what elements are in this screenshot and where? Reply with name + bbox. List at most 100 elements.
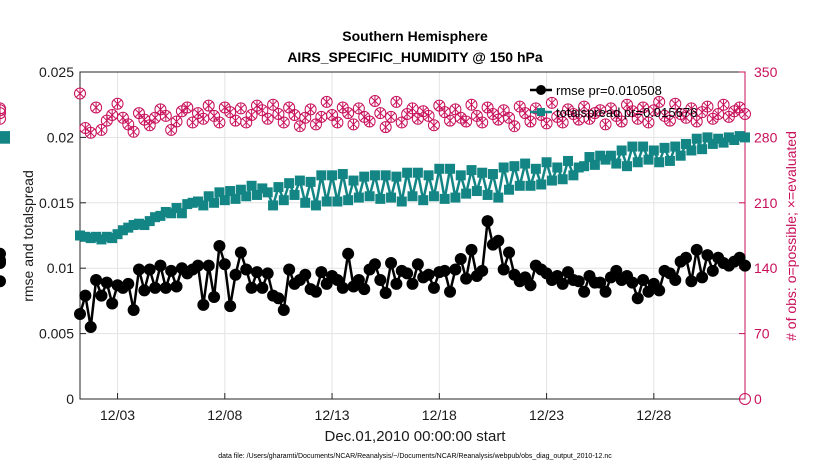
obs-evaluated-point [681,112,691,123]
obs-evaluated-point [719,99,728,110]
y-tick-label: 0.015 [39,195,74,211]
obs-possible-point [653,95,666,108]
totalspread-point [273,182,284,193]
rmse-point [438,264,451,277]
totalspread-point [632,157,643,168]
totalspread-point [198,200,209,211]
totalspread-point [241,191,252,202]
obs-evaluated-point [493,114,503,125]
totalspread-point [605,150,616,161]
totalspread-point [428,191,439,202]
rmse-point [626,276,639,289]
rmse-point [90,273,103,286]
obs-evaluated-point [504,112,514,123]
totalspread-point [407,191,418,202]
totalspread-point [713,133,724,144]
totalspread-point [702,132,713,143]
rmse-point [411,258,424,271]
x-tick-label: 12/28 [636,407,671,423]
rmse-point [599,285,612,298]
totalspread-point [278,195,289,206]
obs-possible-point [690,115,703,128]
legend-label-rmse: rmse pr=0.010508 [556,83,662,98]
obs-possible-point [261,112,274,125]
totalspread-point [659,142,670,153]
totalspread-point [423,170,434,181]
series-line-totalspread [79,134,746,241]
totalspread-point [697,144,708,155]
series-layer [0,87,751,405]
obs-evaluated-point [365,116,374,127]
rmse-point [390,277,403,290]
rmse-point [406,277,419,290]
obs-evaluated-point [215,117,224,128]
obs-possible-point [503,111,516,124]
rmse-point [465,243,478,256]
obs-zero-marker [739,393,751,405]
totalspread-point [584,152,595,163]
totalspread-point [219,195,230,206]
rmse-point [315,266,328,279]
obs-possible-point [615,115,628,128]
totalspread-point [380,170,391,181]
obs-possible-point [379,121,392,134]
obs-evaluated-point [166,124,176,135]
totalspread-point [139,220,150,231]
obs-possible-point [556,116,569,129]
x-tick-label: 12/03 [100,407,135,423]
obs-possible-point [304,103,317,116]
totalspread-point [504,184,515,195]
obs-evaluated-point [284,102,294,113]
obs-evaluated-point [633,113,643,124]
totalspread-point [579,161,590,172]
totalspread-point [520,158,531,169]
rmse-point [277,304,290,317]
obs-evaluated-point [241,117,251,128]
rmse-point [309,285,322,298]
totalspread-point [386,192,397,203]
rmse-point [106,297,119,310]
obs-possible-point [90,101,103,114]
rmse-point [240,263,253,276]
rmse-point [706,264,719,277]
obs-possible-point [299,111,312,124]
totalspread-point [343,195,354,206]
obs-evaluated-point [134,108,144,119]
x-axis: 12/03 12/08 12/13 12/18 12/23 12/28 [100,393,672,423]
rmse-point [368,258,381,271]
totalspread-point [611,158,622,169]
y-axis-right: 0 70 140 210 280 350 [739,64,778,407]
obs-evaluated-point [424,110,433,121]
legend-label-totalspread: totalspread pr=0.015676 [556,105,697,120]
totalspread-point [536,179,547,190]
totalspread-point [284,178,295,189]
obs-evaluated-point [472,110,482,121]
obs-possible-point [352,102,365,115]
obs-evaluated-point [547,97,557,108]
rmse-point [374,273,387,286]
rmse-point [460,272,473,285]
obs-evaluated-point [118,112,128,123]
obs-possible-point [449,103,462,116]
totalspread-point [530,163,541,174]
totalspread-point [262,187,273,198]
obs-possible-point [293,120,306,133]
obs-possible-point [540,117,553,130]
obs-evaluated-point [225,107,235,118]
obs-possible-point [213,116,226,129]
obs-evaluated-point [558,117,568,128]
rmse-point [492,234,505,247]
rmse-point [680,251,693,264]
obs-evaluated-point [477,117,487,128]
x-tick-label: 12/13 [315,407,350,423]
legend: rmse pr=0.010508 totalspread pr=0.015676 [530,83,697,120]
rmse-point [138,284,151,297]
totalspread-point [638,141,649,152]
obs-possible-point [320,95,333,108]
chart-subtitle: AIRS_SPECIFIC_HUMIDITY @ 150 hPa [287,49,543,65]
obs-evaluated-point [590,108,600,119]
totalspread-point [337,169,348,180]
totalspread-point [622,161,633,172]
obs-possible-point [427,119,440,132]
yr-tick-label: 70 [754,326,770,342]
